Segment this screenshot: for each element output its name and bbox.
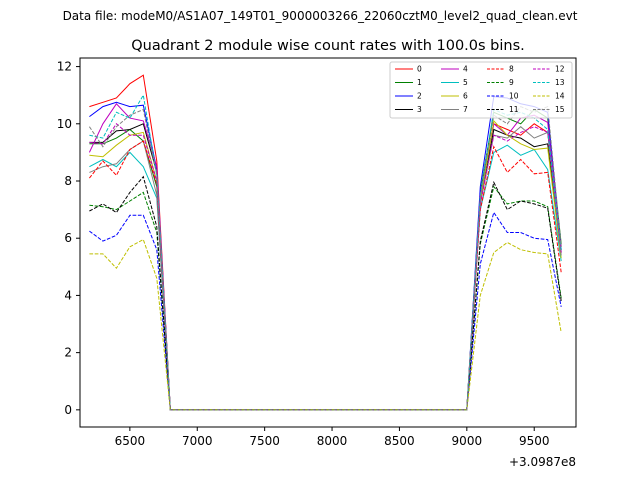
series-line-7 bbox=[89, 126, 562, 411]
legend-label-14: 14 bbox=[555, 92, 565, 101]
legend-label-9: 9 bbox=[509, 78, 514, 87]
series-line-14 bbox=[89, 238, 562, 411]
legend-label-12: 12 bbox=[555, 65, 565, 74]
legend-label-8: 8 bbox=[509, 65, 514, 74]
y-tick-label: 6 bbox=[64, 231, 72, 245]
legend-label-10: 10 bbox=[509, 92, 519, 101]
legend-label-5: 5 bbox=[463, 78, 468, 87]
y-tick-label: 12 bbox=[57, 60, 72, 74]
legend-label-1: 1 bbox=[417, 78, 422, 87]
legend-label-13: 13 bbox=[555, 78, 565, 87]
y-axis: 0 2 4 6 8 10 12 bbox=[57, 60, 80, 417]
y-tick-label: 0 bbox=[64, 403, 72, 417]
x-offset-label: +3.0987e8 bbox=[509, 455, 576, 469]
x-tick-label: 6500 bbox=[115, 434, 146, 448]
series-line-15 bbox=[88, 105, 562, 411]
legend-label-2: 2 bbox=[417, 92, 422, 101]
chart-suptitle: Data file: modeM0/AS1A07_149T01_90000032… bbox=[63, 9, 578, 23]
legend-label-4: 4 bbox=[463, 65, 468, 74]
y-tick-label: 4 bbox=[64, 288, 72, 302]
x-tick-label: 7500 bbox=[249, 434, 280, 448]
x-tick-label: 7000 bbox=[182, 434, 213, 448]
series-line-13 bbox=[89, 93, 562, 411]
x-tick-label: 8000 bbox=[317, 434, 348, 448]
x-tick-label: 9500 bbox=[519, 434, 550, 448]
plot-frame bbox=[79, 57, 577, 428]
x-axis: 6500 7000 7500 8000 8500 9000 9500 bbox=[115, 427, 550, 448]
y-tick-label: 2 bbox=[64, 346, 72, 360]
x-tick-label: 8500 bbox=[384, 434, 415, 448]
y-tick-label: 10 bbox=[57, 117, 72, 131]
legend-label-0: 0 bbox=[417, 65, 422, 74]
legend-label-3: 3 bbox=[417, 105, 422, 114]
plot-lines bbox=[88, 74, 562, 411]
legend-label-6: 6 bbox=[463, 92, 468, 101]
legend-box bbox=[389, 61, 573, 119]
legend-label-11: 11 bbox=[509, 105, 519, 114]
legend-label-7: 7 bbox=[463, 105, 468, 114]
x-tick-label: 9000 bbox=[452, 434, 483, 448]
legend-label-15: 15 bbox=[555, 105, 565, 114]
y-tick-label: 8 bbox=[64, 174, 72, 188]
chart-title: Quadrant 2 module wise count rates with … bbox=[131, 38, 525, 54]
